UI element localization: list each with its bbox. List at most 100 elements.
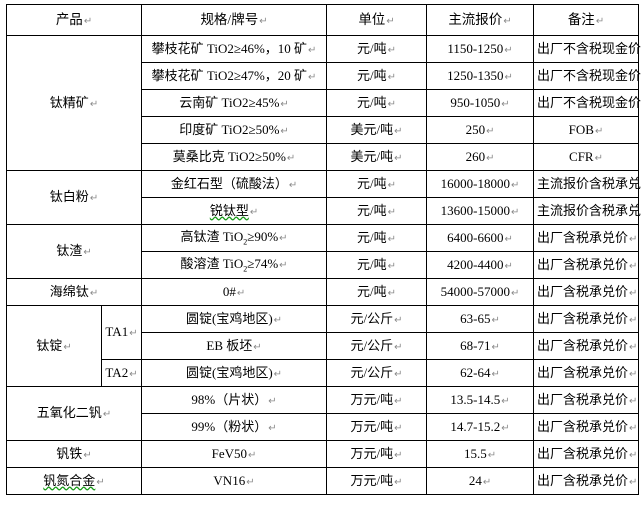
spec-cell: 99%（粉状）↵	[141, 413, 328, 441]
remark-cell: 出厂含税承兑价↵	[533, 413, 640, 441]
unit-cell: 美元/吨↵	[326, 116, 428, 144]
table-row: 钛渣↵ 高钛渣 TiO2≥90%↵ 元/吨↵ 6400-6600↵ 出厂含税承兑…	[5, 224, 640, 279]
pilcrow-mark: ↵	[510, 206, 520, 218]
pilcrow-mark: ↵	[504, 260, 513, 272]
remark-cell: 主流报价含税承兑↵	[533, 197, 641, 225]
pilcrow-mark: ↵	[102, 409, 112, 421]
pilcrow-mark: ↵	[501, 422, 510, 434]
product-cell-ferrovanadium: 钒铁↵	[5, 440, 143, 468]
pilcrow-mark: ↵	[394, 449, 403, 461]
pilcrow-mark: ↵	[501, 395, 510, 407]
pilcrow-mark: ↵	[510, 287, 520, 299]
pilcrow-mark: ↵	[83, 16, 93, 28]
pilcrow-mark: ↵	[629, 422, 638, 434]
price-cell: 13.5-14.5↵	[426, 386, 535, 414]
header-unit-label: 单位	[358, 12, 386, 28]
pilcrow-mark: ↵	[387, 98, 397, 110]
table-row: EB 板坯↵ 元/公斤↵ 68-71↵ 出厂含税承兑价↵	[7, 332, 640, 360]
pilcrow-mark: ↵	[491, 314, 500, 326]
pilcrow-mark: ↵	[89, 287, 99, 299]
table-row: 海绵钛↵ 0#↵ 元/吨↵ 54000-57000↵ 出厂含税承兑价↵	[5, 278, 640, 306]
unit-cell: 元/公斤↵	[326, 305, 428, 333]
remark-cell: 出厂不含税现金价↵	[533, 35, 641, 63]
price-cell: 4200-4400↵	[426, 251, 535, 279]
grade-cell-ta2: TA2↵	[100, 359, 143, 387]
table-row: 99%（粉状）↵ 万元/吨↵ 14.7-15.2↵ 出厂含税承兑价↵	[7, 413, 640, 441]
spec-cell: 高钛渣 TiO2≥90%↵	[141, 224, 328, 252]
pilcrow-mark: ↵	[259, 16, 268, 28]
table-row: 五氧化二钒↵ 98%（片状）↵ 万元/吨↵ 13.5-14.5↵ 出厂含税承兑价…	[5, 386, 640, 441]
remark-cell: 出厂含税承兑价↵	[533, 386, 640, 414]
unit-cell: 万元/吨↵	[326, 413, 428, 441]
remark-cell: 出厂不含税现金价↵	[533, 62, 641, 90]
grade-cell-ta1: TA1↵	[100, 305, 143, 360]
price-cell: 62-64↵	[426, 359, 535, 387]
remark-cell: FOB↵	[533, 116, 640, 144]
pilcrow-mark: ↵	[486, 152, 495, 164]
spec-cell: EB 板坯↵	[141, 332, 328, 360]
spec-suffix: ≥90%	[247, 228, 279, 244]
pilcrow-mark: ↵	[487, 449, 497, 461]
pilcrow-mark: ↵	[501, 98, 510, 110]
pilcrow-mark: ↵	[387, 71, 397, 83]
pilcrow-mark: ↵	[268, 422, 277, 434]
product-cell-titanium-dioxide: 钛白粉↵	[5, 170, 143, 225]
price-cell: 15.5↵	[426, 440, 535, 468]
unit-cell: 元/公斤↵	[326, 332, 428, 360]
remark-cell: 出厂不含税现金价↵	[533, 89, 641, 117]
header-cell-price: 主流报价↵	[426, 4, 535, 36]
remark-cell: 出厂含税承兑价↵	[533, 224, 640, 252]
table-row: 钛精矿↵ 攀枝花矿 TiO2≥46%，10 矿↵ 元/吨↵ 1150-1250↵…	[5, 35, 641, 171]
spec-cell: 圆锭(宝鸡地区)↵	[141, 359, 328, 387]
header-product-label: 产品	[55, 12, 83, 28]
product-cell-titanium-sponge: 海绵钛↵	[5, 278, 143, 306]
unit-cell: 万元/吨↵	[326, 467, 428, 495]
pilcrow-mark: ↵	[273, 368, 283, 380]
unit-cell: 元/吨↵	[326, 35, 428, 63]
price-cell: 14.7-15.2↵	[426, 413, 535, 441]
product-cell-vanadium-nitrogen-alloy: 钒氮合金↵	[5, 467, 143, 495]
table-row: 酸溶渣 TiO2≥74%↵ 元/吨↵ 4200-4400↵ 出厂含税承兑价↵	[7, 251, 640, 279]
pilcrow-mark: ↵	[89, 193, 99, 205]
pilcrow-mark: ↵	[629, 314, 638, 326]
remark-cell: 出厂含税承兑价↵	[533, 359, 640, 387]
header-remark-label: 备注	[567, 12, 595, 28]
table-header-row: 产品↵ 规格/牌号↵ 单位↵ 主流报价↵ 备注↵	[5, 4, 640, 36]
pilcrow-mark: ↵	[394, 422, 403, 434]
pilcrow-mark: ↵	[504, 44, 513, 56]
pilcrow-mark: ↵	[629, 341, 638, 353]
table-row: 钒氮合金↵ VN16↵ 万元/吨↵ 24↵ 出厂含税承兑价↵	[5, 467, 640, 495]
pilcrow-mark: ↵	[629, 287, 638, 299]
price-cell: 1250-1350↵	[426, 62, 535, 90]
pilcrow-mark: ↵	[510, 179, 520, 191]
pilcrow-mark: ↵	[387, 233, 397, 245]
remark-cell: 出厂含税承兑价↵	[533, 305, 640, 333]
header-price-label: 主流报价	[448, 12, 503, 28]
pilcrow-mark: ↵	[308, 44, 317, 56]
price-cell: 63-65↵	[426, 305, 535, 333]
header-cell-spec: 规格/牌号↵	[141, 4, 328, 36]
spec-cell: 云南矿 TiO2≥45%↵	[141, 89, 328, 117]
remark-cell: 出厂含税承兑价↵	[533, 440, 640, 468]
pilcrow-mark: ↵	[491, 341, 500, 353]
pilcrow-mark: ↵	[268, 395, 277, 407]
pilcrow-mark: ↵	[595, 16, 605, 28]
pilcrow-mark: ↵	[387, 287, 397, 299]
pilcrow-mark: ↵	[629, 449, 638, 461]
product-cell-titanium-ingot: 钛锭↵	[6, 305, 102, 387]
header-spec-label: 规格/牌号	[200, 12, 259, 28]
table-row: 攀枝花矿 TiO2≥47%，20 矿↵ 元/吨↵ 1250-1350↵ 出厂不含…	[7, 62, 641, 90]
pilcrow-mark: ↵	[248, 449, 257, 461]
pilcrow-mark: ↵	[280, 98, 289, 110]
unit-cell: 元/吨↵	[326, 89, 428, 117]
price-cell: 54000-57000↵	[426, 278, 535, 306]
pilcrow-mark: ↵	[63, 341, 72, 353]
spec-prefix: 高钛渣 TiO	[180, 228, 244, 244]
table-row: 锐钛型↵ 元/吨↵ 13600-15000↵ 主流报价含税承兑↵	[7, 197, 641, 225]
table-row: 钒铁↵ FeV50↵ 万元/吨↵ 15.5↵ 出厂含税承兑价↵	[5, 440, 640, 468]
remark-cell: 主流报价含税承兑↵	[533, 170, 641, 198]
pilcrow-mark: ↵	[482, 476, 492, 488]
pilcrow-mark: ↵	[96, 476, 105, 488]
header-cell-remark: 备注↵	[533, 4, 640, 36]
